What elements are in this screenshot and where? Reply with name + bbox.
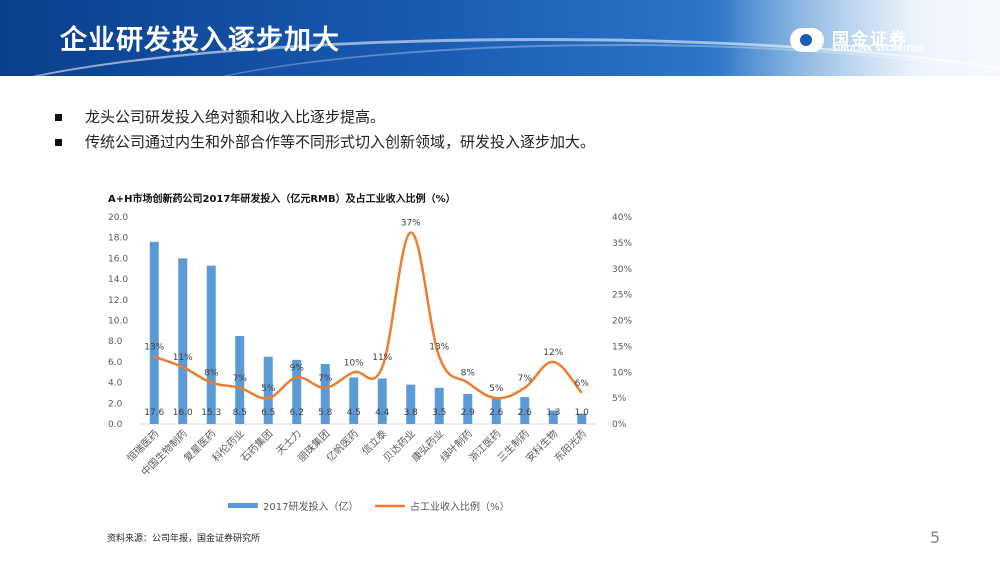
bar	[292, 359, 302, 424]
line-value-label: 6%	[575, 379, 590, 389]
y-left-tick-label: 0.0	[108, 420, 123, 430]
y-right-tick-label: 10%	[612, 368, 632, 378]
y-left-tick-label: 8.0	[108, 337, 123, 347]
line-value-label: 5%	[261, 384, 276, 394]
bar-value-label: 15.3	[201, 408, 221, 418]
bar	[548, 410, 558, 424]
bar-value-label: 2.6	[489, 408, 504, 418]
y-right-tick-label: 0%	[612, 420, 627, 430]
bar	[149, 241, 159, 424]
bar	[320, 363, 330, 424]
bar-value-label: 3.5	[432, 408, 446, 418]
line-value-label: 8%	[461, 369, 476, 379]
logo-icon	[790, 28, 824, 52]
source-note: 资料来源：公司年报，国金证券研究所	[107, 534, 261, 544]
bar	[235, 336, 245, 424]
bullet-list: 龙头公司研发投入绝对额和收入比逐步提高。 传统公司通过内生和外部合作等不同形式切…	[55, 105, 595, 155]
bar	[491, 397, 501, 424]
logo-text-en: SINOLINK SECURITIES	[832, 44, 925, 53]
bullet-item: 传统公司通过内生和外部合作等不同形式切入创新领域，研发投入逐步加大。	[55, 130, 595, 155]
page-title: 企业研发投入逐步加大	[60, 25, 340, 56]
line-value-label: 12%	[543, 348, 563, 358]
bar	[377, 378, 387, 424]
bar-value-label: 2.9	[461, 408, 476, 418]
bar-value-label: 3.8	[404, 408, 419, 418]
bar-value-label: 6.5	[261, 408, 275, 418]
y-right-tick-label: 5%	[612, 394, 627, 404]
legend-bar-swatch	[228, 503, 258, 508]
bullet-text: 龙头公司研发投入绝对额和收入比逐步提高。	[85, 108, 386, 126]
page-number: 5	[930, 528, 941, 547]
bar-value-label: 4.5	[347, 408, 361, 418]
line-value-label: 9%	[290, 363, 305, 373]
y-left-tick-label: 10.0	[108, 317, 128, 327]
line-value-label: 5%	[489, 384, 504, 394]
banner-decoration	[0, 38, 1000, 76]
bar	[463, 393, 473, 424]
bar-value-label: 4.4	[375, 408, 390, 418]
bar	[263, 356, 273, 424]
logo-text-cn: 国金证券	[832, 30, 908, 50]
legend-bar-label: 2017研发投入（亿）	[263, 500, 358, 513]
bar	[577, 413, 587, 424]
bar-value-label: 8.5	[233, 408, 247, 418]
bar	[520, 397, 530, 424]
bar	[349, 377, 359, 424]
line-value-label: 13%	[429, 343, 449, 353]
bullet-square-icon	[55, 114, 62, 121]
bullet-item: 龙头公司研发投入绝对额和收入比逐步提高。	[55, 105, 595, 130]
line-value-label: 10%	[344, 358, 364, 368]
y-left-tick-label: 2.0	[108, 399, 123, 409]
y-left-tick-label: 4.0	[108, 379, 123, 389]
y-right-tick-label: 25%	[612, 291, 632, 301]
y-right-tick-label: 30%	[612, 265, 632, 275]
bar-value-label: 1.3	[546, 408, 560, 418]
bar-value-label: 6.2	[290, 408, 304, 418]
y-left-tick-label: 6.0	[108, 358, 123, 368]
company-logo: 国金证券 SINOLINK SECURITIES	[790, 26, 960, 56]
bar	[178, 258, 188, 424]
bullet-square-icon	[55, 139, 62, 146]
y-left-tick-label: 16.0	[108, 254, 128, 264]
bar-value-label: 5.8	[318, 408, 333, 418]
bullet-text: 传统公司通过内生和外部合作等不同形式切入创新领域，研发投入逐步加大。	[85, 133, 596, 151]
x-category-label: 亿帆医药	[323, 427, 360, 464]
bar-value-label: 1.0	[575, 408, 590, 418]
y-right-tick-label: 40%	[612, 213, 632, 223]
line-value-label: 7%	[518, 374, 533, 384]
line-value-label: 11%	[372, 353, 392, 363]
y-left-tick-label: 20.0	[108, 213, 128, 223]
line-value-label: 7%	[318, 374, 333, 384]
line-value-label: 11%	[173, 353, 193, 363]
y-left-tick-label: 14.0	[108, 275, 128, 285]
legend-line-label: 占工业收入比例（%）	[410, 500, 510, 513]
header-banner: 企业研发投入逐步加大 国金证券 SINOLINK SECURITIES	[0, 0, 1000, 76]
y-right-tick-label: 15%	[612, 342, 632, 352]
line-value-label: 37%	[401, 219, 421, 229]
x-category-label: 石药集团	[238, 427, 275, 464]
line-value-label: 7%	[233, 374, 248, 384]
bar-value-label: 2.6	[518, 408, 533, 418]
banner-decoration	[120, 44, 1000, 76]
bar-value-label: 16.0	[173, 408, 193, 418]
bar	[406, 384, 416, 424]
x-category-label: 东阳光药	[551, 427, 588, 464]
banner-glow	[720, 0, 1000, 76]
chart-title: A+H市场创新药公司2017年研发投入（亿元RMB）及占工业收入比例（%）	[108, 194, 456, 205]
series-line	[153, 231, 583, 400]
bar	[206, 265, 216, 424]
y-left-tick-label: 12.0	[108, 296, 128, 306]
bar-value-label: 17.6	[144, 408, 164, 418]
y-right-tick-label: 35%	[612, 239, 632, 249]
line-value-label: 13%	[144, 343, 164, 353]
y-left-tick-label: 18.0	[108, 234, 128, 244]
line-value-label: 8%	[204, 369, 219, 379]
y-right-tick-label: 20%	[612, 317, 632, 327]
bar	[434, 387, 444, 424]
